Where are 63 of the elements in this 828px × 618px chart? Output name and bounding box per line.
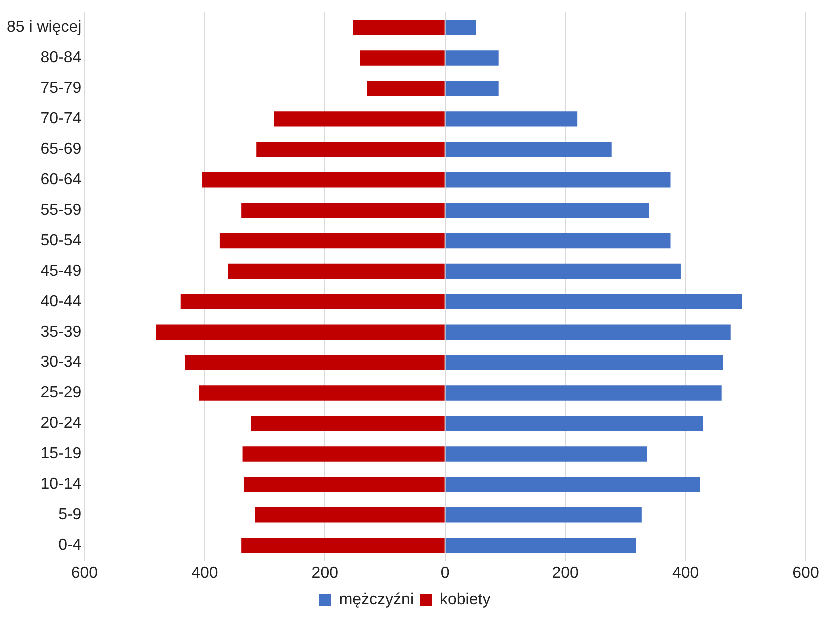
y-tick-label: 65-69 [40,141,82,158]
bar [156,324,445,340]
y-tick-label: 55-59 [40,202,82,219]
bar [446,50,499,66]
y-tick-label: 80-84 [40,50,82,67]
x-tick-label: 0 [440,564,450,582]
bar [242,202,445,218]
bar [446,112,578,127]
x-tick-label: 400 [192,564,218,582]
bar [242,538,445,554]
bar [446,264,681,280]
bar [446,416,704,432]
x-tick-label: 600 [792,564,820,582]
bar [242,446,445,462]
y-tick-label: 75-79 [40,80,82,98]
y-tick-label: 40-44 [40,293,82,310]
x-tick-label: 600 [71,564,98,582]
bar [446,446,648,462]
y-tick-label: 5-9 [58,506,82,524]
legend-label: mężczyźni [339,591,414,608]
bar [255,508,445,523]
bar [274,112,445,127]
x-tick-label: 400 [672,564,700,582]
bar [180,294,445,310]
bar [200,386,445,401]
y-tick-label: 10-14 [40,476,82,494]
y-tick-label: 45-49 [40,262,82,280]
y-tick-label: 60-64 [40,172,82,189]
bar [446,538,636,554]
bar [446,81,499,96]
y-tick-label: 50-54 [40,232,82,250]
bar [360,50,445,66]
y-tick-label: 15-19 [40,446,82,463]
bar [446,294,742,310]
bar [446,508,642,523]
bar [446,20,476,36]
bar [446,386,722,401]
bar [446,172,671,188]
bar [202,172,445,188]
y-tick-label: 70-74 [40,110,82,128]
bar [367,81,445,96]
legend-label: kobiety [440,591,491,608]
bar [251,416,445,432]
y-tick-label: 20-24 [40,415,82,432]
bar [185,355,445,370]
bar [244,477,445,492]
bar [228,264,445,280]
bar [353,20,445,36]
y-tick-label: 25-29 [40,384,82,402]
y-tick-label: 0-4 [58,536,82,554]
y-tick-label: 85 i więcej [7,19,82,36]
bar [446,202,650,218]
bar [446,477,700,492]
x-tick-label: 200 [552,564,580,582]
bar [446,324,731,340]
y-tick-label: 35-39 [40,324,82,341]
bar [256,142,445,158]
bar [446,355,724,370]
bar [446,233,671,249]
y-tick-label: 30-34 [40,354,82,372]
bar [220,233,445,249]
bar [446,142,612,158]
x-tick-label: 200 [312,564,339,582]
